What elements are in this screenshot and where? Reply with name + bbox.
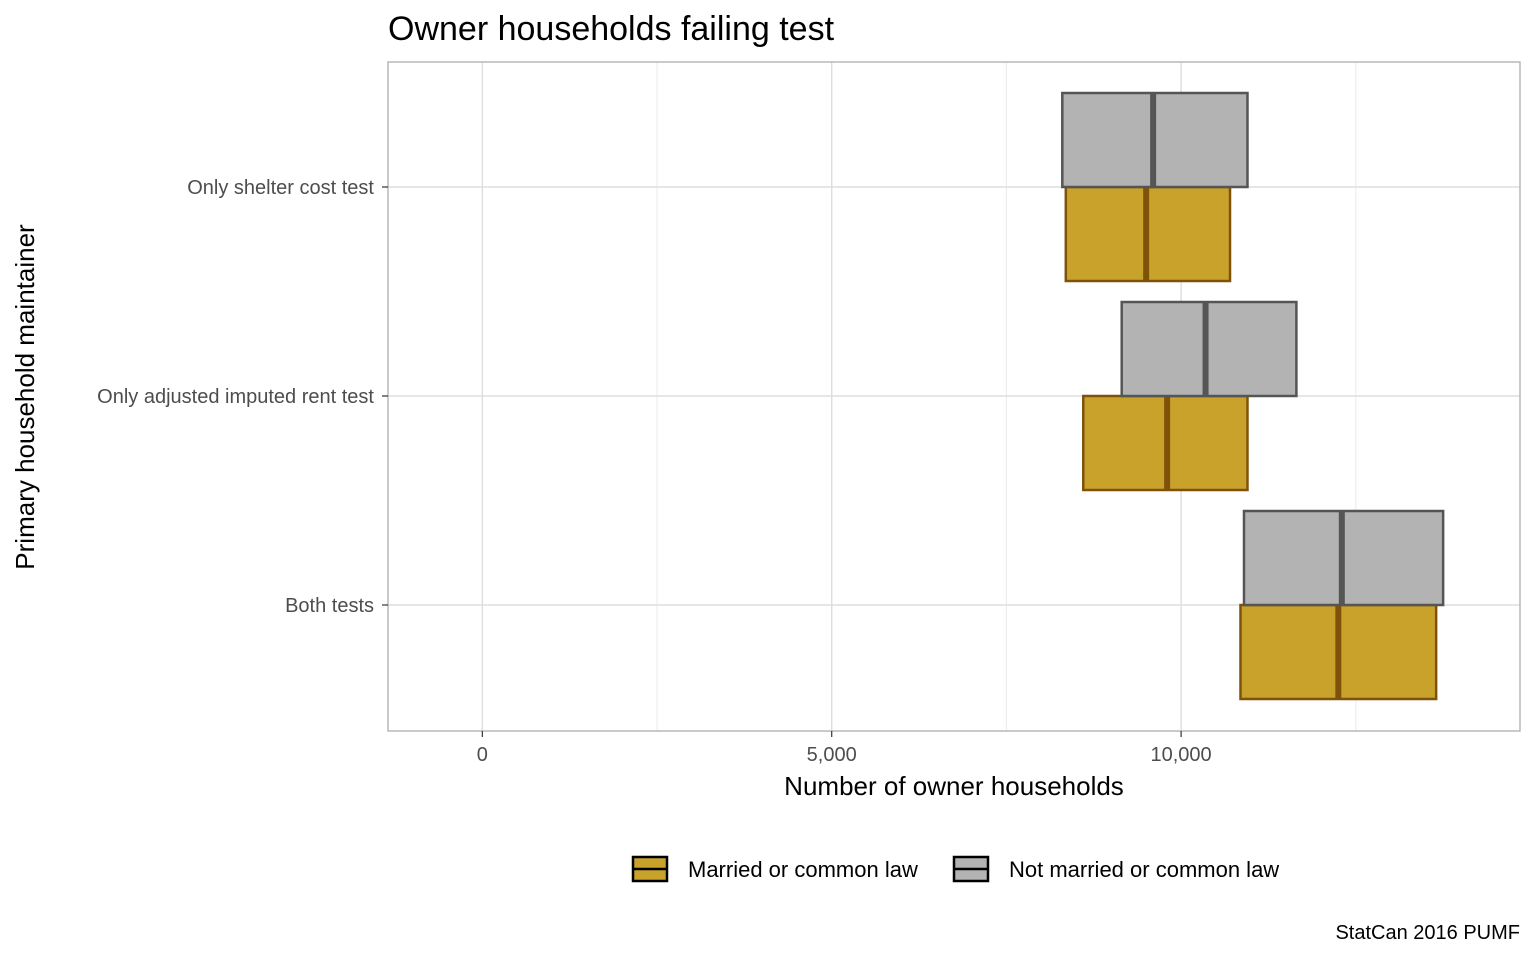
y-tick-label: Only adjusted imputed rent test xyxy=(97,386,374,408)
x-tick-label: 5,000 xyxy=(807,744,857,766)
y-tick-label: Both tests xyxy=(285,595,374,617)
chart-title: Owner households failing test xyxy=(388,10,835,48)
crossbar-marks xyxy=(1061,91,1445,701)
legend: Married or common law Not married or comm… xyxy=(631,855,1279,883)
x-tick-label: 10,000 xyxy=(1151,744,1212,766)
caption: StatCan 2016 PUMF xyxy=(1335,922,1520,944)
y-tick-label: Only shelter cost test xyxy=(187,177,374,199)
legend-label: Married or common law xyxy=(688,857,918,882)
x-axis-title: Number of owner households xyxy=(784,771,1124,801)
crossbar-box xyxy=(1120,300,1298,398)
x-tick-label: 0 xyxy=(477,744,488,766)
axes: 0 5,000 10,000 Only shelter cost test Only a… xyxy=(97,61,1521,766)
plot-area xyxy=(388,62,1520,731)
y-axis-title: Primary household maintainer xyxy=(10,224,40,570)
legend-label: Not married or common law xyxy=(1009,857,1279,882)
